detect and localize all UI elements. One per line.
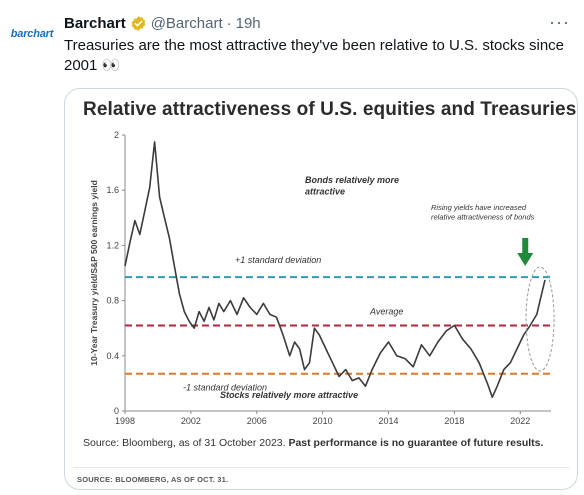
chart-title: Relative attractiveness of U.S. equities… [83,99,577,120]
annotation-rising-yields-line: relative attractiveness of bonds [431,212,535,221]
x-tick-label: 2018 [444,416,464,426]
x-tick-label: 2022 [510,416,530,426]
handle[interactable]: @Barchart [150,14,223,32]
y-tick-label: 2 [114,130,119,140]
separator-dot: · [226,14,232,32]
y-tick-label: 1.2 [106,240,119,250]
source-divider [73,467,569,468]
chart-footnote: Source: Bloomberg, as of 31 October 2023… [83,435,563,451]
more-options-icon[interactable]: ··· [549,12,570,32]
tweet-text: Treasuries are the most attractive they'… [64,37,565,74]
y-axis-label: 10-Year Treasury yield/S&P 500 earnings … [89,180,99,366]
reference-line-label: +1 standard deviation [235,255,321,265]
y-tick-label: 0 [114,406,119,416]
annotation-bonds-line: attractive [305,186,345,196]
avatar-logo-text: barchart [10,28,54,40]
y-tick-label: 1.6 [106,185,119,195]
reference-line-label: -1 standard deviation [183,383,267,393]
footnote-source: Source: Bloomberg, as of 31 October 2023… [83,437,289,449]
data-series-line [124,141,546,399]
x-tick-label: 2002 [181,416,201,426]
avatar[interactable]: barchart [8,14,56,54]
footnote-disclaimer: Past performance is no guarantee of futu… [288,437,544,449]
annotation-rising-yields-line: Rising yields have increased [431,203,527,212]
annotation-bonds-line: Bonds relatively more [305,175,399,185]
tweet-media-chart[interactable]: Relative attractiveness of U.S. equities… [64,88,578,490]
annotation-stocks: Stocks relatively more attractive [220,390,358,400]
x-tick-label: 2014 [379,416,399,426]
chart-canvas: 0 0.4 0.8 1.2 1.6 2 1998 2002 2006 2010 2014 2018 20… [89,130,555,426]
x-tick-label: 2006 [247,416,267,426]
timestamp[interactable]: 19h [235,14,261,32]
x-tick-label: 1998 [115,416,135,426]
highlight-ellipse [525,266,555,372]
x-tick-label: 2010 [313,416,333,426]
reference-line-label: Average [369,306,403,316]
annotation-bonds: Bonds relatively more attractive [305,175,399,196]
y-tick-label: 0.4 [106,351,119,361]
verified-badge-icon [130,15,147,32]
arrow-shaft [522,238,529,254]
display-name[interactable]: Barchart [64,14,126,32]
source-line: SOURCE: BLOOMBERG, AS OF OCT. 31. [77,475,229,484]
arrow-head-icon [517,253,534,266]
annotation-rising-yields: Rising yields have increased relative att… [431,203,535,221]
tweet-header: Barchart @Barchart · 19h ··· [64,12,572,34]
y-tick-label: 0.8 [106,296,119,306]
